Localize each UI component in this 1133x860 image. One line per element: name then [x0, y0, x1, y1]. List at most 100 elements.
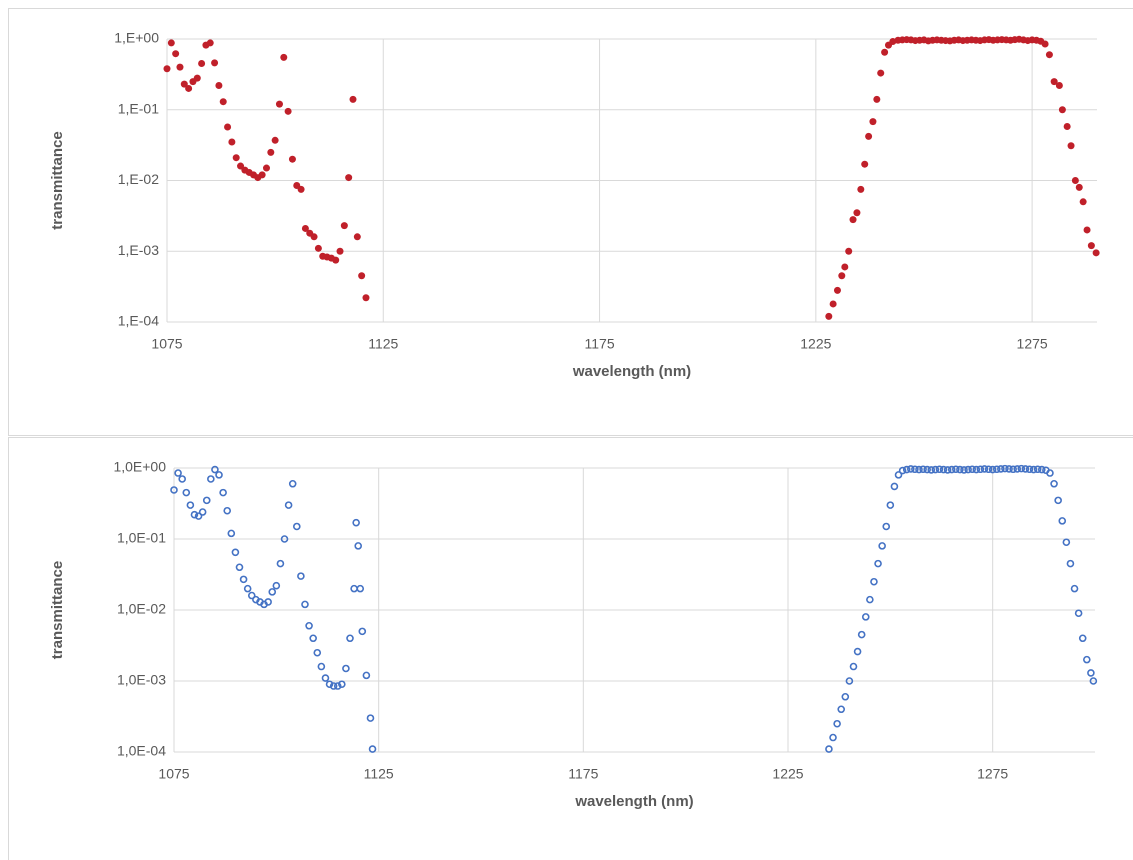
x-tick-label: 1225: [800, 336, 831, 352]
data-point: [211, 465, 219, 474]
data-point: [297, 572, 305, 580]
data-point: [988, 465, 997, 474]
data-point: [1070, 584, 1079, 593]
data-point: [243, 584, 252, 593]
data-point: [262, 164, 270, 172]
data-point: [275, 100, 283, 108]
data-point: [1054, 496, 1062, 505]
data-point: [829, 300, 837, 308]
y-tick-label: 1,E-04: [118, 313, 159, 329]
y-tick-label: 1,0E-04: [117, 743, 166, 759]
data-point: [272, 581, 281, 590]
x-tick-label: 1275: [977, 766, 1008, 782]
data-point: [340, 222, 348, 230]
data-point: [301, 600, 309, 609]
data-point: [968, 465, 977, 474]
data-point: [1074, 609, 1083, 618]
data-point: [1050, 78, 1058, 86]
data-point: [368, 745, 377, 753]
x-tick-label: 1125: [368, 336, 398, 352]
data-point: [992, 465, 1001, 474]
data-point: [1009, 465, 1017, 474]
data-point: [163, 65, 171, 73]
data-point: [915, 465, 923, 474]
data-point: [866, 595, 874, 604]
data-point: [264, 598, 272, 606]
data-point: [198, 60, 206, 68]
data-point: [956, 465, 964, 474]
data-point: [849, 216, 857, 224]
data-point: [314, 244, 322, 252]
data-point: [1067, 142, 1075, 150]
data-point: [935, 465, 944, 474]
y-tick-label: 1,E+00: [114, 30, 159, 46]
data-point: [336, 247, 344, 255]
x-axis-title: wavelength (nm): [572, 363, 691, 380]
data-point: [829, 733, 837, 742]
x-tick-label: 1275: [1017, 336, 1048, 352]
data-point: [919, 465, 927, 474]
data-point: [215, 471, 223, 479]
data-point: [180, 80, 188, 88]
data-point: [874, 559, 882, 568]
data-point: [366, 714, 375, 722]
data-point: [853, 647, 862, 656]
chart-panel: [8, 437, 1133, 860]
data-point: [284, 501, 293, 509]
data-point: [301, 224, 309, 232]
data-point: [878, 542, 886, 550]
data-point: [338, 680, 346, 689]
data-point: [1083, 655, 1091, 664]
data-point: [1066, 559, 1075, 568]
data-point: [280, 535, 289, 543]
x-tick-label: 1125: [364, 766, 394, 782]
data-point: [271, 136, 279, 144]
x-tick-label: 1075: [158, 766, 189, 782]
y-axis-title: transmittance: [49, 561, 66, 659]
data-point: [207, 475, 215, 483]
data-point: [1062, 538, 1071, 547]
x-tick-label: 1075: [151, 336, 182, 352]
data-point: [1021, 465, 1030, 473]
data-point: [861, 160, 869, 168]
data-point: [167, 39, 175, 47]
data-point: [952, 465, 960, 474]
data-point: [881, 48, 889, 56]
data-point: [960, 466, 968, 474]
data-point: [972, 465, 981, 474]
data-point: [877, 69, 885, 77]
y-axis-title: transmittance: [49, 131, 66, 229]
data-point: [267, 148, 275, 156]
data-point: [198, 508, 207, 516]
data-point: [219, 488, 227, 497]
data-point: [1046, 469, 1054, 477]
data-point: [845, 247, 853, 255]
x-axis-title: wavelength (nm): [574, 793, 693, 810]
data-point: [178, 475, 186, 483]
data-point: [235, 563, 244, 572]
data-point: [923, 465, 931, 474]
data-point: [333, 682, 342, 690]
data-point: [345, 174, 353, 182]
data-point: [284, 107, 292, 115]
data-point: [239, 575, 248, 584]
data-point: [1058, 106, 1066, 114]
data-point: [1013, 465, 1022, 473]
data-point: [997, 465, 1005, 473]
y-tick-label: 1,0E-03: [117, 672, 166, 688]
data-point: [886, 501, 895, 509]
data-point: [353, 233, 361, 241]
data-point: [228, 138, 236, 146]
data-point: [185, 84, 193, 92]
data-point: [280, 53, 288, 61]
data-point: [849, 662, 858, 671]
data-point: [865, 132, 873, 140]
data-point: [292, 522, 301, 531]
data-point: [258, 171, 266, 179]
data-point: [223, 506, 232, 515]
data-point: [1092, 249, 1100, 257]
data-point: [1075, 183, 1083, 191]
data-point: [342, 664, 350, 673]
data-point: [1055, 82, 1063, 90]
